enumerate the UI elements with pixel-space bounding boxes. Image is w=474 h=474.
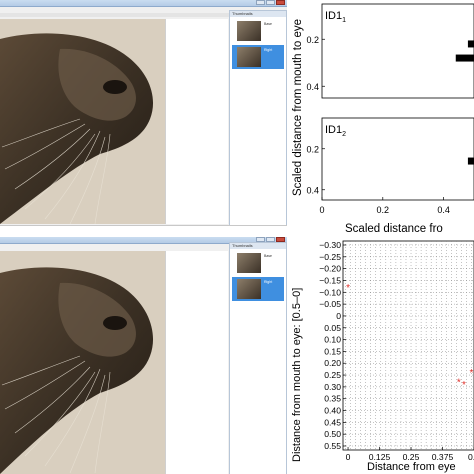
thumbnail-image (237, 47, 261, 67)
window-titlebar[interactable] (0, 0, 287, 7)
y-tick-label: 0.15 (324, 346, 341, 356)
y-axis-label: Scaled distance from mouth to eye (292, 19, 304, 196)
x-tick-label: 0 (346, 452, 351, 462)
x-tick-label: 0 (319, 205, 324, 215)
y-tick-label: 0.55 (324, 441, 341, 451)
thumbnail-panel: Thumbnails Base Right (229, 242, 287, 474)
close-button[interactable] (276, 237, 285, 242)
window-titlebar[interactable] (0, 237, 287, 244)
scatter-panel: −0.30−0.25−0.20−0.15−0.10−0.0500.050.100… (319, 240, 474, 462)
plot-frame (342, 240, 474, 451)
thumbnail-item-selected[interactable]: Right (232, 45, 284, 69)
y-tick-label: 0.2 (306, 35, 319, 45)
thumbnail-item[interactable]: Base (232, 251, 284, 275)
data-bar (467, 157, 474, 165)
thumbnail-image (237, 253, 261, 273)
thumbnail-label: Base (264, 254, 272, 258)
y-tick-label: −0.25 (319, 252, 341, 262)
y-tick-label: −0.10 (319, 287, 341, 297)
close-button[interactable] (276, 0, 285, 5)
window-controls (256, 0, 285, 6)
data-bar (467, 40, 474, 48)
y-tick-label: 0.30 (324, 382, 341, 392)
minimize-button[interactable] (256, 0, 265, 5)
window-controls (256, 237, 285, 243)
y-tick-label: 0.10 (324, 335, 341, 345)
y-axis-label: Distance from mouth to eye: [0.5–0] (291, 288, 303, 462)
y-tick-label: 0 (336, 311, 341, 321)
x-tick-label: 0.4 (437, 205, 450, 215)
x-axis-label: Distance from eye (367, 461, 456, 473)
x-tick-label: 0.125 (369, 452, 391, 462)
thumbnail-item[interactable]: Base (232, 19, 284, 43)
x-axis-label: Scaled distance fro (345, 223, 443, 235)
thumbnail-label: Right (264, 48, 273, 52)
y-tick-label: 0.35 (324, 394, 341, 404)
thumbnail-label: Base (264, 22, 272, 26)
y-tick-label: 0.40 (324, 406, 341, 416)
y-tick-label: 0.2 (306, 144, 319, 154)
panel-label-subscript: 2 (342, 131, 346, 138)
thumbnail-label: Right (264, 280, 273, 284)
thumbnail-panel: Thumbnails Base Right (229, 10, 287, 225)
y-tick-label: −0.30 (319, 240, 341, 250)
data-point: * (470, 368, 474, 379)
y-tick-label: 0.4 (306, 82, 319, 92)
maximize-button[interactable] (266, 237, 275, 242)
thumbnail-item-selected[interactable]: Right (232, 277, 284, 301)
y-tick-label: −0.05 (319, 299, 341, 309)
y-tick-label: −0.20 (319, 264, 341, 274)
panel-label: ID12 (325, 124, 346, 138)
y-tick-label: 0.05 (324, 323, 341, 333)
canvas-area (165, 19, 228, 224)
panel-header: Thumbnails (230, 11, 286, 17)
plot-frame (321, 117, 474, 201)
x-tick-label: 0.375 (432, 452, 454, 462)
canvas-area (165, 251, 228, 474)
y-tick-label: 0.25 (324, 370, 341, 380)
panel-header: Thumbnails (230, 243, 286, 249)
x-tick-label: 0.2 (377, 205, 390, 215)
x-tick-label: 0.5 (468, 452, 474, 462)
data-point: * (462, 380, 466, 391)
panel-label: ID11 (325, 10, 346, 24)
data-bar (455, 54, 474, 62)
thumbnail-image (237, 279, 261, 299)
y-tick-label: 0.45 (324, 417, 341, 427)
minimize-button[interactable] (256, 237, 265, 242)
maximize-button[interactable] (266, 0, 275, 5)
y-tick-label: 0.50 (324, 429, 341, 439)
bar-panel-1: ID11 0.2 0.4 (306, 3, 474, 99)
app-window-bottom: Thumbnails Base Right (0, 237, 287, 474)
y-tick-label: 0.4 (306, 185, 319, 195)
plot-frame (321, 3, 474, 99)
thumbnail-image (237, 21, 261, 41)
app-window-top: Thumbnails Base Right (0, 0, 287, 226)
sea-lion-photo (0, 19, 165, 224)
y-tick-label: −0.15 (319, 275, 341, 285)
toolbar (0, 13, 287, 17)
y-tick-label: 0.20 (324, 358, 341, 368)
data-point: * (457, 378, 461, 389)
panel-label-subscript: 1 (342, 17, 346, 24)
sea-lion-photo (0, 251, 165, 474)
x-tick-label: 0.25 (403, 452, 420, 462)
data-point: * (346, 283, 350, 294)
